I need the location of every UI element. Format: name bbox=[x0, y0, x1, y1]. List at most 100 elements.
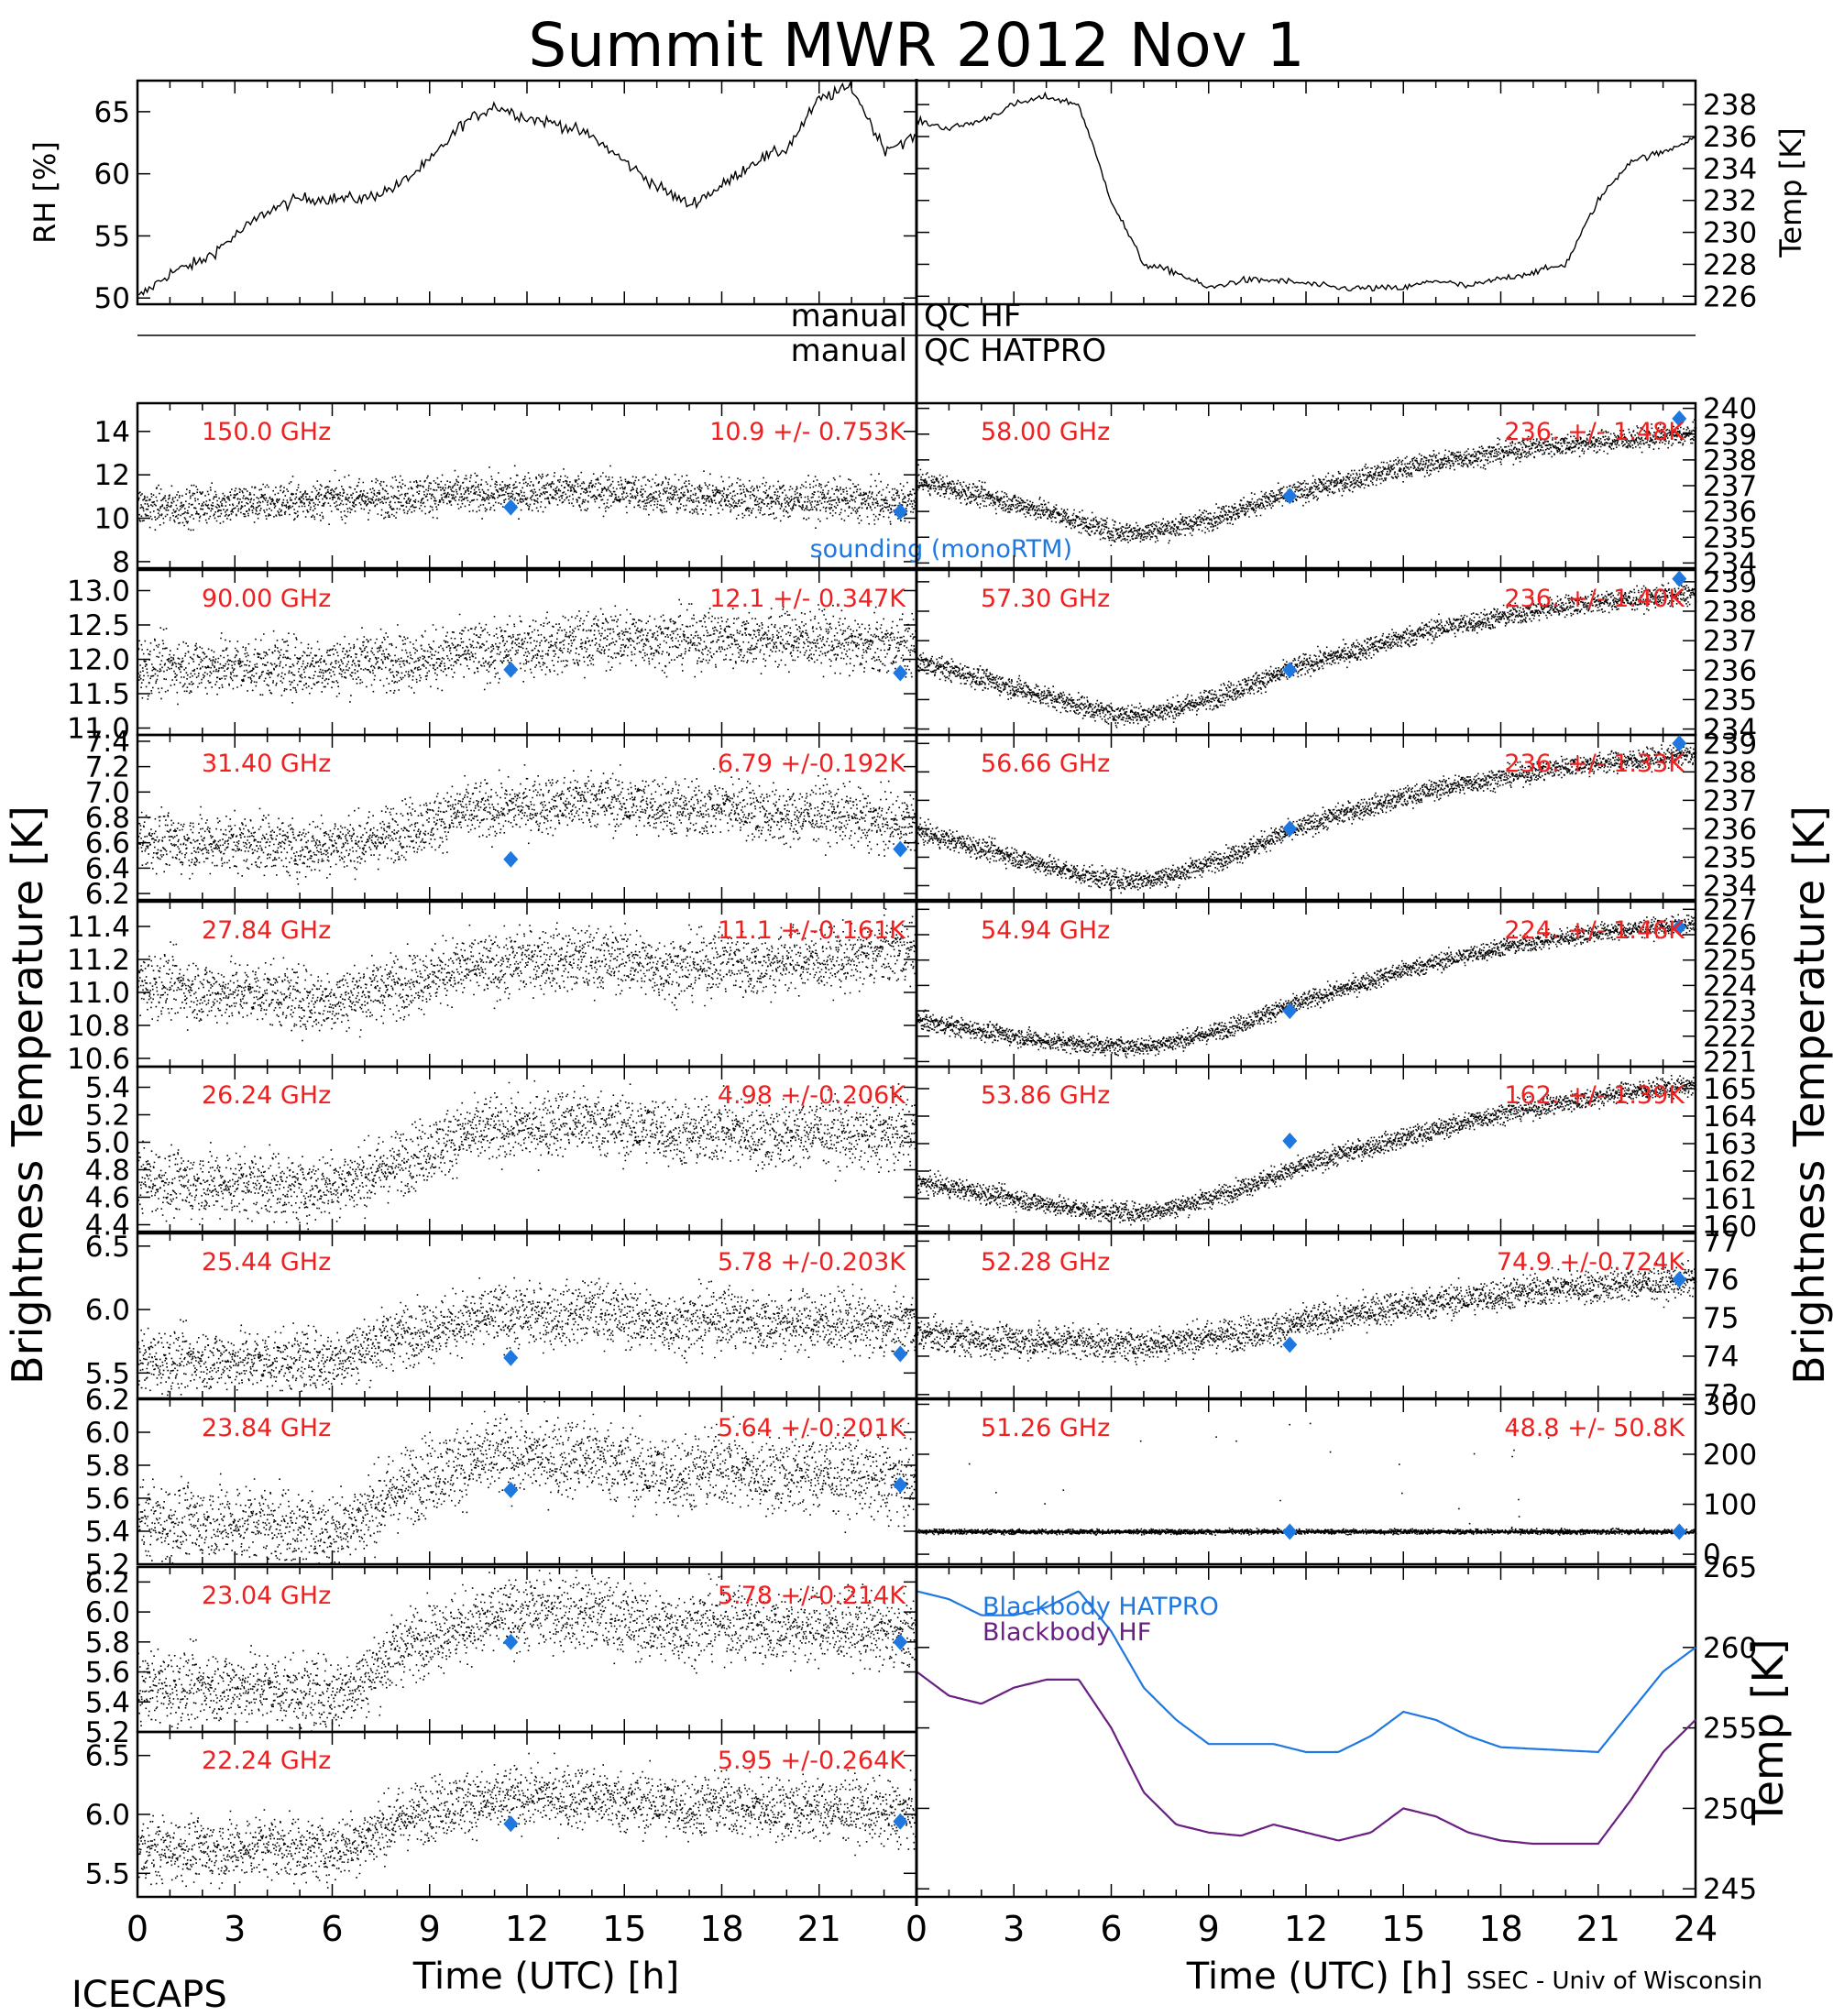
temp-panel-ytick-label: 230 bbox=[1703, 217, 1757, 250]
tb-panel-right-5-ytick-label: 76 bbox=[1703, 1264, 1739, 1297]
tb-panel-left-3-stat-label: 11.1 +/-0.161K bbox=[718, 916, 906, 945]
tb-panel-left-6-ytick-label: 5.4 bbox=[85, 1516, 130, 1549]
tb-panel-left-6-trace bbox=[137, 1400, 918, 1565]
tb-panel-left-0: 8 10 12 14 150.0 GHz 10.9 +/- 0.753K sounding … bbox=[94, 401, 1072, 579]
tb-panel-left-0-stat-label: 10.9 +/- 0.753K bbox=[709, 418, 906, 446]
blackbody-panel-ytick-label: 250 bbox=[1703, 1792, 1757, 1825]
tb-panel-left-2-ytick-label: 7.0 bbox=[85, 776, 130, 809]
tb-panel-right-6-ytick-label: 300 bbox=[1703, 1388, 1757, 1421]
tb-panel-right-1-sounding-marker-0 bbox=[1282, 662, 1298, 679]
tb-panel-left-5-ytick-label: 6.0 bbox=[85, 1294, 130, 1327]
tb-panel-right-3-ytick-label: 222 bbox=[1703, 1021, 1757, 1054]
rh-panel-ytick-label: 65 bbox=[94, 96, 130, 129]
tb-panel-left-8-sounding-marker-1 bbox=[893, 1813, 908, 1830]
tb-panel-left-6-ytick-label: 6.2 bbox=[85, 1384, 130, 1417]
tb-panel-right-4-ytick-label: 161 bbox=[1703, 1183, 1757, 1216]
tb-panel-left-1-freq-label: 90.00 GHz bbox=[202, 585, 331, 613]
tb-panel-right-2-ytick-label: 237 bbox=[1703, 784, 1757, 817]
tb-panel-left-8: 5.5 6.0 6.5 22.24 GHz 5.95 +/-0.264K bbox=[85, 1730, 918, 1899]
blackbody-panel-series-1 bbox=[916, 1671, 1696, 1846]
tb-panel-right-1-ytick-label: 239 bbox=[1703, 566, 1757, 599]
tb-panel-left-5-ytick-label: 5.5 bbox=[85, 1357, 130, 1390]
x-tick-label-left-3: 3 bbox=[224, 1909, 246, 1949]
rh-panel-series-0 bbox=[137, 81, 917, 297]
tb-panel-right-3-ytick-label: 225 bbox=[1703, 945, 1757, 978]
tb-panel-right-1-stat-label: 236. +/- 1.40K bbox=[1504, 585, 1685, 613]
tb-panel-right-3-freq-label: 54.94 GHz bbox=[981, 916, 1110, 945]
tb-panel-left-8-sounding-marker-0 bbox=[503, 1815, 519, 1833]
tb-panel-left-7-ytick-label: 6.0 bbox=[85, 1596, 130, 1629]
x-tick-label-left-12: 12 bbox=[505, 1909, 549, 1949]
tb-panel-right-5-sounding-marker-1 bbox=[1672, 1271, 1687, 1288]
tb-panel-right-5: 73 74 75 76 77 52.28 GHz 74.9 +/-0.724K bbox=[915, 1225, 1739, 1412]
tb-panel-left-4-ytick-label: 5.0 bbox=[85, 1127, 130, 1160]
tb-panel-right-4-freq-label: 53.86 GHz bbox=[981, 1081, 1110, 1110]
tb-panel-left-3-ytick-label: 10.8 bbox=[67, 1010, 130, 1043]
tb-panel-left-2: 6.26.46.66.87.07.27.4 31.40 GHz 6.79 +/-0.… bbox=[85, 726, 918, 911]
tb-panel-right-6: 0 100 200 300 51.26 GHz 48.8 +/- 50.8K bbox=[915, 1388, 1757, 1572]
tb-panel-left-1-sounding-marker-1 bbox=[893, 664, 908, 682]
tb-panel-left-0-sounding-marker-0 bbox=[503, 499, 519, 516]
temp-panel-ytick-label: 232 bbox=[1703, 185, 1757, 218]
tb-panel-right-2-ytick-label: 235 bbox=[1703, 841, 1757, 874]
tb-panel-left-6-ytick-label: 5.6 bbox=[85, 1483, 130, 1516]
temp-panel-ytick-label: 226 bbox=[1703, 280, 1757, 313]
tb-panel-right-0-ytick-label: 234 bbox=[1703, 547, 1757, 580]
tb-panel-right-2-ytick-label: 234 bbox=[1703, 870, 1757, 903]
x-tick-label-left-6: 6 bbox=[321, 1909, 343, 1949]
legend-hf: Blackbody HF bbox=[982, 1618, 1151, 1647]
blackbody-panel-series-0 bbox=[916, 1590, 1696, 1754]
tb-panel-right-0-ytick-label: 240 bbox=[1703, 393, 1757, 426]
left-y-title: Brightness Temperature [K] bbox=[3, 805, 52, 1385]
tb-panel-right-2-sounding-marker-1 bbox=[1672, 735, 1687, 752]
tb-panel-left-8-ytick-label: 5.5 bbox=[85, 1857, 130, 1890]
tb-panel-left-2-trace bbox=[137, 764, 918, 885]
x-tick-label-left-21: 21 bbox=[797, 1909, 841, 1949]
tb-panel-right-1-ytick-label: 235 bbox=[1703, 684, 1757, 717]
tb-panel-left-4-freq-label: 26.24 GHz bbox=[202, 1081, 331, 1110]
tb-panel-left-1-stat-label: 12.1 +/- 0.347K bbox=[709, 585, 906, 613]
tb-panel-left-0-ytick-label: 8 bbox=[112, 546, 130, 579]
rh-axis-label: RH [%] bbox=[27, 141, 62, 244]
tb-panel-left-7-freq-label: 23.04 GHz bbox=[202, 1582, 331, 1610]
tb-panel-right-1-ytick-label: 237 bbox=[1703, 625, 1757, 658]
tb-panel-right-3-ytick-label: 226 bbox=[1703, 919, 1757, 952]
tb-panel-right-6-ytick-label: 100 bbox=[1703, 1489, 1757, 1522]
tb-panel-left-1-ytick-label: 12.0 bbox=[67, 644, 130, 677]
x-tick-label-right-6: 6 bbox=[1100, 1909, 1122, 1949]
blackbody-panel-ytick-label: 245 bbox=[1703, 1873, 1757, 1906]
qc-hf-left-label: manual bbox=[791, 298, 907, 334]
tb-panel-right-6-sounding-marker-0 bbox=[1282, 1523, 1298, 1540]
tb-panel-right-5-ytick-label: 74 bbox=[1703, 1341, 1739, 1374]
tb-panel-left-2-ytick-label: 6.8 bbox=[85, 802, 130, 835]
tb-panel-left-8-freq-label: 22.24 GHz bbox=[202, 1747, 331, 1775]
temp-panel-frame bbox=[915, 79, 1697, 306]
tb-panel-left-7-trace bbox=[137, 1567, 918, 1733]
x-tick-label-left-18: 18 bbox=[699, 1909, 743, 1949]
qc-hf-label: QC HF bbox=[924, 298, 1021, 334]
tb-panel-left-0-sounding-marker-1 bbox=[893, 503, 908, 520]
footer-credit: SSEC - Univ of Wisconsin bbox=[1466, 1967, 1762, 1995]
tb-panel-left-7-sounding-marker-1 bbox=[893, 1633, 908, 1650]
rh-panel: 50 55 60 65 RH [%] bbox=[27, 79, 918, 315]
tb-panel-left-4-trace bbox=[137, 1079, 918, 1231]
qc-hatpro-left-label: manual bbox=[791, 333, 907, 369]
tb-panel-left-3-ytick-label: 11.0 bbox=[67, 977, 130, 1010]
temp-panel-ytick-label: 236 bbox=[1703, 121, 1757, 154]
tb-panel-left-2-ytick-label: 7.4 bbox=[85, 726, 130, 759]
tb-panel-right-3-sounding-marker-1 bbox=[1672, 918, 1687, 936]
tb-panel-left-1-sounding-marker-0 bbox=[503, 661, 519, 678]
tb-panel-left-6-freq-label: 23.84 GHz bbox=[202, 1414, 331, 1442]
tb-panel-left-3-ytick-label: 11.2 bbox=[67, 944, 130, 977]
tb-panel-right-0-stat-label: 236. +/- 1.48K bbox=[1504, 418, 1685, 446]
tb-panel-right-1-sounding-marker-1 bbox=[1672, 570, 1687, 587]
tb-panel-right-6-freq-label: 51.26 GHz bbox=[981, 1414, 1110, 1442]
tb-panel-left-6: 5.25.45.65.86.06.2 23.84 GHz 5.64 +/-0.201… bbox=[85, 1384, 918, 1582]
x-axis-title-right: Time (UTC) [h] bbox=[1186, 1956, 1453, 1998]
tb-panel-left-7: 5.25.45.65.86.06.2 23.04 GHz 5.78 +/-0.214… bbox=[85, 1565, 918, 1749]
tb-panel-right-6-sounding-marker-1 bbox=[1672, 1523, 1687, 1540]
x-tick-label-right-21: 21 bbox=[1576, 1909, 1620, 1949]
rh-panel-ytick-label: 50 bbox=[94, 282, 130, 315]
